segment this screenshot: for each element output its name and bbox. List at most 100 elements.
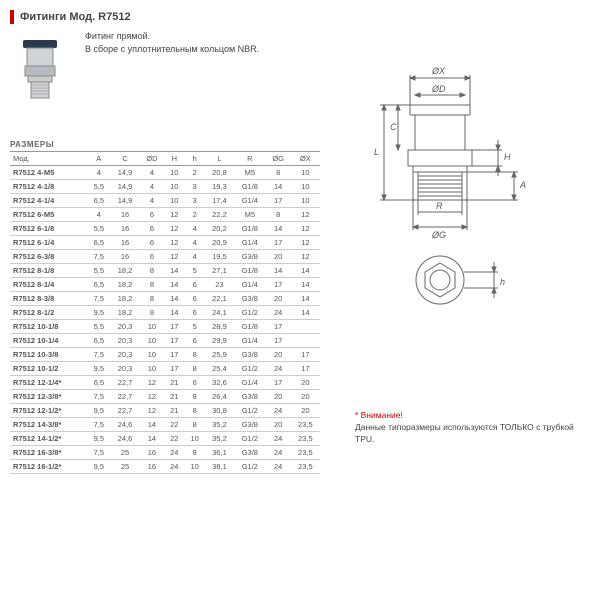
table-cell: 12 bbox=[140, 390, 164, 404]
table-cell: 10 bbox=[140, 348, 164, 362]
table-row: R7512 8-3/87,518,2814622,1G3/82014 bbox=[10, 292, 320, 306]
table-cell: 25,9 bbox=[205, 348, 234, 362]
table-cell: 14,9 bbox=[110, 166, 139, 180]
table-cell: 26,4 bbox=[205, 390, 234, 404]
table-cell: 24 bbox=[266, 306, 291, 320]
table-cell: 23,5 bbox=[291, 446, 320, 460]
table-cell: 7,5 bbox=[87, 250, 110, 264]
table-cell: 6 bbox=[140, 250, 164, 264]
table-cell: 36,1 bbox=[205, 446, 234, 460]
table-cell: 5 bbox=[184, 320, 204, 334]
table-cell: 35,2 bbox=[205, 432, 234, 446]
table-cell: 5,5 bbox=[87, 180, 110, 194]
table-cell: 24,6 bbox=[110, 432, 139, 446]
table-header-cell: h bbox=[184, 152, 204, 166]
table-cell: 20 bbox=[266, 348, 291, 362]
table-cell: 12 bbox=[291, 208, 320, 222]
table-cell: 8 bbox=[184, 446, 204, 460]
table-cell: 23,5 bbox=[291, 432, 320, 446]
table-cell: 6 bbox=[140, 208, 164, 222]
table-cell: 8 bbox=[184, 418, 204, 432]
table-cell: 10 bbox=[291, 194, 320, 208]
table-row: R7512 8-1/46,518,2814623G1/41714 bbox=[10, 278, 320, 292]
table-cell: 10 bbox=[291, 180, 320, 194]
table-cell: 6 bbox=[184, 292, 204, 306]
table-cell: 24 bbox=[266, 432, 291, 446]
table-cell: 14 bbox=[266, 264, 291, 278]
table-cell: 9,5 bbox=[87, 460, 110, 474]
table-cell: 17 bbox=[266, 278, 291, 292]
table-cell: R7512 6-M5 bbox=[10, 208, 87, 222]
table-cell: 8 bbox=[266, 166, 291, 180]
table-cell: G1/4 bbox=[234, 278, 266, 292]
diag-label-h-lower: h bbox=[500, 277, 505, 287]
table-cell: G1/2 bbox=[234, 404, 266, 418]
table-cell: G1/8 bbox=[234, 180, 266, 194]
table-cell: 23,5 bbox=[291, 460, 320, 474]
table-cell: 14 bbox=[164, 264, 184, 278]
warning-label: * Внимание! bbox=[355, 410, 403, 420]
diag-label-od: ØD bbox=[431, 84, 446, 94]
table-cell: 32,6 bbox=[205, 376, 234, 390]
table-row: R7512 8-1/29,518,2814624,1G1/22414 bbox=[10, 306, 320, 320]
table-cell: R7512 4-1/8 bbox=[10, 180, 87, 194]
table-cell: 12 bbox=[164, 222, 184, 236]
table-cell: 16 bbox=[110, 208, 139, 222]
table-cell: 24 bbox=[266, 362, 291, 376]
table-cell: R7512 10-1/4 bbox=[10, 334, 87, 348]
table-cell: 20,2 bbox=[205, 222, 234, 236]
table-cell: G1/2 bbox=[234, 306, 266, 320]
table-cell: 4 bbox=[184, 250, 204, 264]
diag-label-l: L bbox=[374, 147, 379, 157]
table-cell: R7512 12-3/8* bbox=[10, 390, 87, 404]
table-cell: G1/4 bbox=[234, 194, 266, 208]
table-row: R7512 12-3/8*7,522,71221826,4G3/82020 bbox=[10, 390, 320, 404]
table-cell: 18,2 bbox=[110, 264, 139, 278]
table-cell: 10 bbox=[140, 320, 164, 334]
table-cell: 17,4 bbox=[205, 194, 234, 208]
table-cell: 17 bbox=[266, 376, 291, 390]
table-cell: 7,5 bbox=[87, 348, 110, 362]
table-cell: 7,5 bbox=[87, 418, 110, 432]
table-cell: 12 bbox=[164, 236, 184, 250]
diag-label-og: ØG bbox=[431, 230, 446, 240]
table-cell: R7512 4-1/4 bbox=[10, 194, 87, 208]
table-cell: 27,1 bbox=[205, 264, 234, 278]
table-cell: 10 bbox=[164, 166, 184, 180]
table-cell: R7512 10-3/8 bbox=[10, 348, 87, 362]
table-cell: 14 bbox=[266, 180, 291, 194]
table-cell: 2 bbox=[184, 166, 204, 180]
table-cell: 20 bbox=[291, 376, 320, 390]
table-row: R7512 16-1/2*9,52516241038,1G1/22423,5 bbox=[10, 460, 320, 474]
table-row: R7512 16-3/8*7,5251624836,1G3/82423,5 bbox=[10, 446, 320, 460]
table-cell: 17 bbox=[266, 194, 291, 208]
table-cell: 14,9 bbox=[110, 194, 139, 208]
table-row: R7512 14-3/8*7,524,61422835,2G3/82023,5 bbox=[10, 418, 320, 432]
table-cell: 16 bbox=[110, 222, 139, 236]
diag-label-r: R bbox=[436, 201, 443, 211]
table-cell: 14 bbox=[140, 432, 164, 446]
table-cell: G1/4 bbox=[234, 334, 266, 348]
table-cell: 3 bbox=[184, 194, 204, 208]
desc-line-2: В сборе с уплотнительным кольцом NBR. bbox=[85, 43, 259, 56]
table-cell: 12 bbox=[291, 250, 320, 264]
table-cell: R7512 16-3/8* bbox=[10, 446, 87, 460]
table-cell: 17 bbox=[164, 334, 184, 348]
table-row: R7512 10-1/46,520,31017629,9G1/417 bbox=[10, 334, 320, 348]
table-cell: 21 bbox=[164, 390, 184, 404]
diag-label-ox: ØX bbox=[431, 66, 446, 76]
table-cell: R7512 12-1/2* bbox=[10, 404, 87, 418]
table-header-cell: L bbox=[205, 152, 234, 166]
table-cell: 24 bbox=[164, 446, 184, 460]
table-cell: 5,5 bbox=[87, 320, 110, 334]
table-cell: 10 bbox=[140, 334, 164, 348]
table-cell: 9,5 bbox=[87, 362, 110, 376]
table-cell: R7512 10-1/2 bbox=[10, 362, 87, 376]
table-cell: 14 bbox=[291, 278, 320, 292]
table-row: R7512 8-1/85,518,2814527,1G1/81414 bbox=[10, 264, 320, 278]
diag-label-a: A bbox=[519, 180, 526, 190]
table-cell: 24 bbox=[266, 404, 291, 418]
table-cell: 12 bbox=[164, 208, 184, 222]
technical-diagram: ØX ØD H L C A R ØG h bbox=[350, 60, 550, 322]
desc-line-1: Фитинг прямой. bbox=[85, 30, 259, 43]
